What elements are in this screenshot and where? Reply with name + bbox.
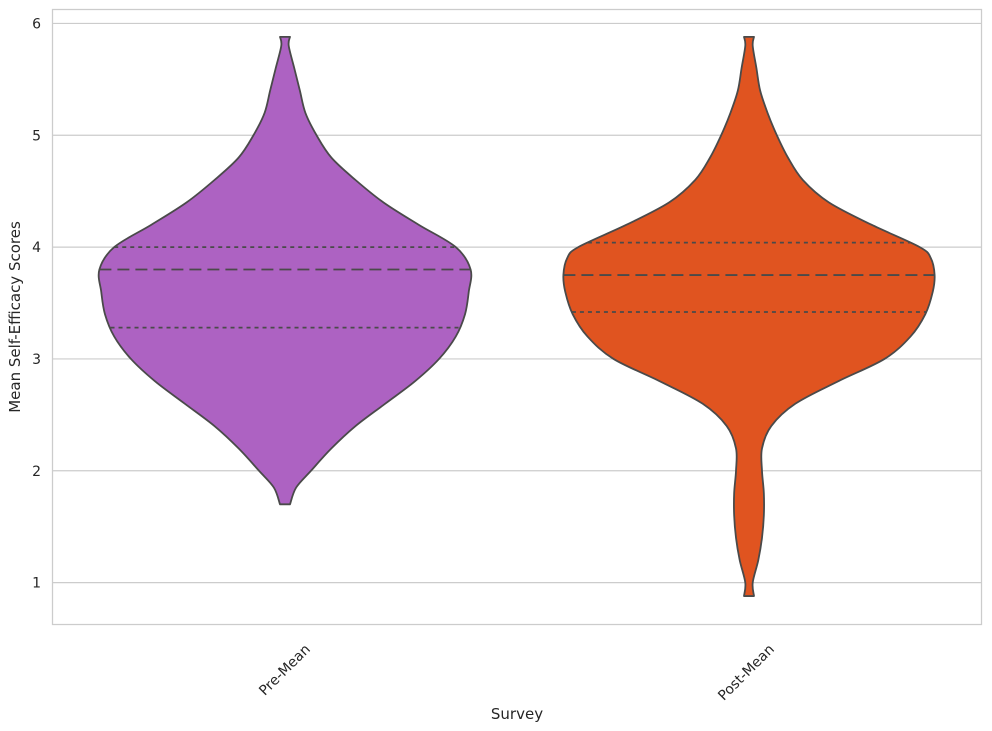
- y-tick-label: 3: [32, 352, 41, 368]
- y-tick-labels: 1 2 3 4 5 6: [32, 16, 41, 591]
- y-tick-label: 2: [32, 464, 41, 480]
- y-tick-label: 5: [32, 128, 41, 144]
- y-tick-label: 6: [32, 16, 41, 32]
- y-tick-label: 1: [32, 576, 41, 592]
- y-axis-label: Mean Self-Efficacy Scores: [6, 221, 24, 413]
- violin-body: [562, 35, 936, 597]
- violin-post-mean: [562, 35, 936, 597]
- x-tick-label: Post-Mean: [715, 642, 778, 705]
- violins: [97, 35, 936, 597]
- y-tick-label: 4: [32, 240, 41, 256]
- x-axis-label: Survey: [491, 705, 543, 723]
- violin-pre-mean: [97, 35, 473, 506]
- violin-body: [97, 35, 473, 506]
- x-tick-labels: Pre-Mean Post-Mean: [256, 642, 778, 705]
- plot-frame: [51, 8, 983, 626]
- x-tick-label: Pre-Mean: [256, 642, 314, 700]
